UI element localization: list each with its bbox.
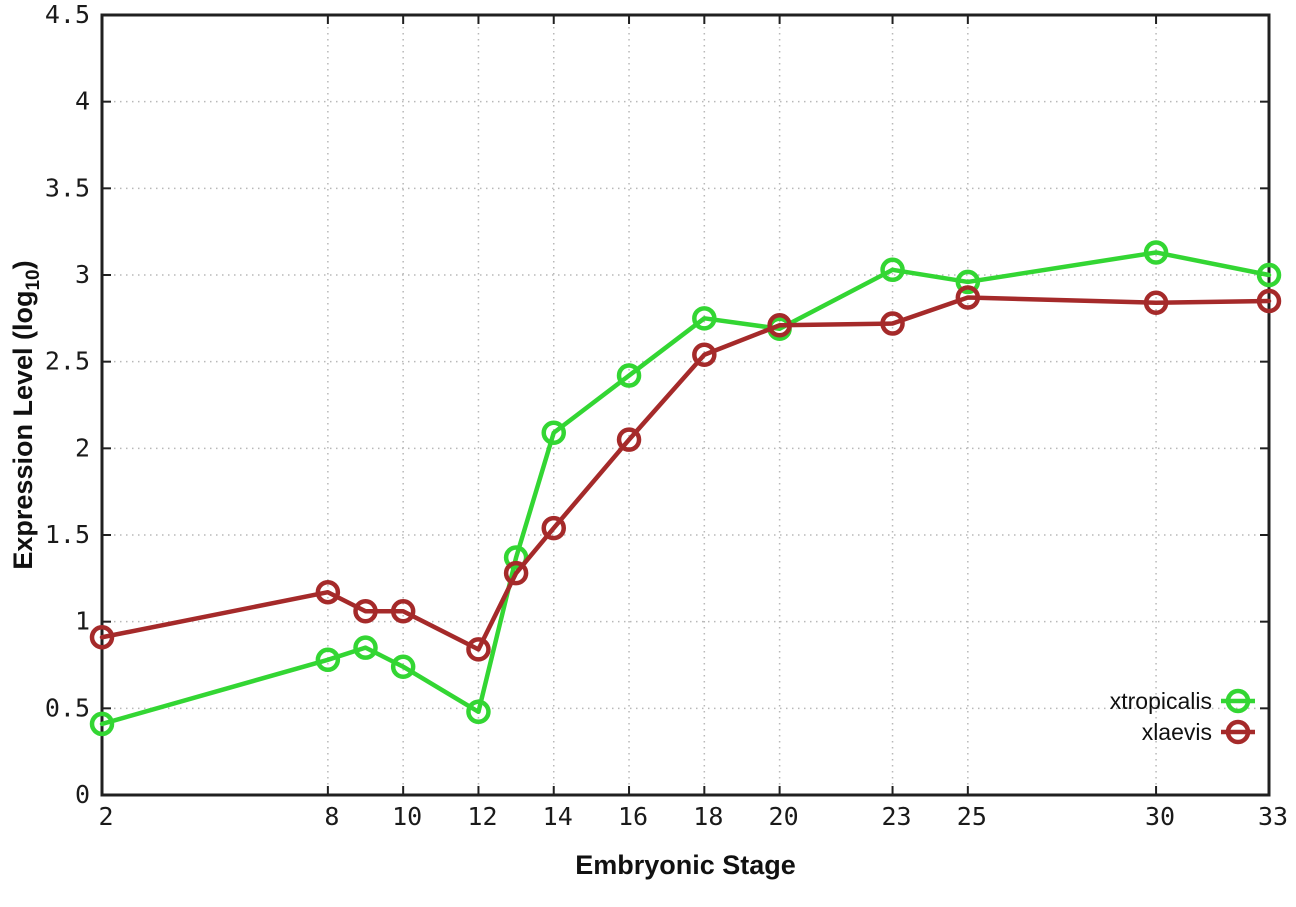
y-tick-label: 0 [75, 780, 90, 809]
y-tick-label: 3 [75, 260, 90, 289]
data-point-xlaevis-stage-20 [767, 313, 792, 338]
data-point-xtropicalis-stage-12 [466, 699, 491, 725]
x-axis-title: Embryonic Stage [575, 850, 796, 880]
data-point-xlaevis-stage-10 [390, 599, 416, 624]
x-tick-label: 18 [693, 802, 723, 831]
data-point-xtropicalis-stage-13 [503, 545, 529, 570]
data-point-xtropicalis-stage-10 [390, 654, 416, 679]
data-point-xlaevis-stage-13 [503, 560, 529, 586]
y-tick-label: 1 [75, 607, 90, 636]
data-point-xtropicalis-stage-33 [1256, 262, 1282, 288]
data-point-xlaevis-stage-2 [89, 625, 115, 650]
data-point-xtropicalis-stage-2 [89, 711, 115, 737]
y-tick-label: 2 [75, 433, 90, 462]
y-tick-label: 2.5 [45, 347, 90, 376]
legend-label: xtropicalis [1110, 688, 1212, 714]
x-tick-label: 30 [1145, 802, 1175, 831]
data-point-xtropicalis-stage-14 [541, 420, 566, 445]
x-tick-label: 2 [98, 802, 113, 831]
x-tick-label: 16 [618, 802, 648, 831]
data-point-xlaevis-stage-33 [1256, 288, 1282, 314]
y-axis-title-main: Expression Level (log [8, 291, 38, 570]
data-point-xtropicalis-stage-9 [353, 635, 378, 660]
data-point-xlaevis-stage-9 [353, 599, 378, 624]
data-point-xlaevis-stage-16 [616, 427, 642, 452]
data-point-xtropicalis-stage-18 [692, 306, 717, 331]
legend-label: xlaevis [1142, 719, 1212, 745]
data-point-xlaevis-stage-8 [315, 579, 341, 605]
legend-marker-open-circle [1225, 719, 1251, 745]
data-point-xtropicalis-stage-16 [616, 363, 642, 388]
data-point-xlaevis-stage-12 [466, 637, 491, 662]
legend-entry-xtropicalis: xtropicalis [1110, 688, 1255, 714]
y-tick-label: 4.5 [45, 0, 90, 29]
x-tick-label: 20 [769, 802, 799, 831]
data-point-xtropicalis-stage-8 [315, 647, 341, 673]
x-tick-label: 14 [543, 802, 573, 831]
series-line-xlaevis [99, 295, 1272, 652]
x-tick-label: 12 [467, 802, 497, 831]
data-point-xlaevis-stage-30 [1143, 290, 1169, 315]
data-point-xlaevis-stage-18 [692, 342, 717, 367]
legend-entry-xlaevis: xlaevis [1142, 719, 1255, 745]
y-axis-title-subscript: 10 [23, 269, 44, 290]
y-tick-label: 4 [75, 87, 90, 116]
x-tick-label: 23 [881, 802, 911, 831]
data-point-xtropicalis-stage-25 [955, 269, 981, 295]
plot-border [100, 13, 1271, 797]
x-tick-label: 25 [957, 802, 987, 831]
x-tick-label: 8 [324, 802, 339, 831]
y-axis-title-close: ) [8, 260, 38, 269]
data-point-xlaevis-stage-14 [541, 515, 566, 541]
y-tick-label: 1.5 [45, 520, 90, 549]
data-point-xtropicalis-stage-23 [880, 257, 905, 283]
x-tick-label: 33 [1258, 802, 1288, 831]
data-point-xlaevis-stage-23 [880, 311, 905, 336]
data-point-xlaevis-stage-25 [955, 285, 981, 310]
y-tick-label: 0.5 [45, 693, 90, 722]
x-tick-label: 10 [392, 802, 422, 831]
data-point-xtropicalis-stage-30 [1143, 240, 1169, 265]
legend-marker-open-circle [1225, 688, 1251, 714]
series-line-xtropicalis [99, 250, 1272, 727]
y-axis-title: Expression Level (log10) [8, 260, 44, 569]
y-tick-label: 3.5 [45, 173, 90, 202]
